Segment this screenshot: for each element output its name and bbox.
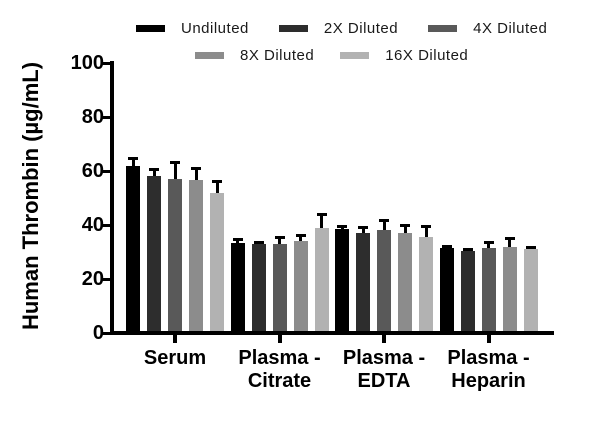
x-category-label: Serum bbox=[143, 347, 207, 369]
legend-label: 2X Diluted bbox=[323, 20, 399, 37]
legend-item: 4X Diluted bbox=[428, 20, 547, 37]
bar-2x-diluted bbox=[147, 176, 161, 335]
bar-8x-diluted bbox=[502, 246, 517, 335]
legend-row-2: 8X Diluted 16X Diluted bbox=[195, 47, 468, 64]
legend-item: 8X Diluted bbox=[195, 47, 314, 64]
y-axis-tick bbox=[101, 61, 111, 65]
legend-swatch-icon bbox=[278, 25, 308, 32]
error-bar-cap bbox=[253, 241, 264, 245]
error-bar-cap bbox=[337, 224, 347, 228]
error-bar-cap bbox=[232, 238, 243, 242]
error-bar-line bbox=[131, 158, 135, 166]
error-bar-cap bbox=[421, 224, 431, 228]
x-category-label: Plasma - Heparin bbox=[447, 347, 530, 392]
x-axis-tick bbox=[382, 335, 386, 343]
error-bar-line bbox=[194, 168, 198, 181]
error-bar-cap bbox=[149, 168, 159, 172]
x-axis-tick bbox=[486, 335, 491, 343]
error-bar-line bbox=[320, 214, 323, 228]
legend-label: 8X Diluted bbox=[240, 47, 315, 64]
error-bar-line bbox=[299, 235, 302, 242]
y-axis-title: Human Thrombin (µg/mL) bbox=[18, 61, 43, 331]
legend-label: 16X Diluted bbox=[385, 47, 469, 64]
y-tick-label: 20 bbox=[81, 268, 104, 290]
error-bar-cap bbox=[504, 237, 515, 240]
legend-item: Undiluted bbox=[136, 20, 249, 37]
error-bar-cap bbox=[483, 241, 494, 245]
bar-8x-diluted bbox=[293, 241, 308, 335]
bar-undiluted bbox=[230, 242, 245, 335]
y-tick-label: 40 bbox=[81, 214, 104, 236]
error-bar-line bbox=[152, 169, 156, 177]
error-bar-line bbox=[487, 242, 490, 248]
error-bar-cap bbox=[316, 212, 327, 216]
y-axis-tick bbox=[101, 223, 111, 227]
error-bar-line bbox=[508, 238, 511, 247]
y-axis-tick bbox=[101, 331, 111, 335]
legend-label: Undiluted bbox=[181, 20, 249, 37]
x-axis-tick bbox=[173, 335, 177, 343]
y-tick-label: 80 bbox=[81, 106, 104, 128]
bar-undiluted bbox=[126, 165, 140, 335]
bar-2x-diluted bbox=[356, 233, 370, 335]
bar-16x-diluted bbox=[419, 237, 433, 335]
error-bar-cap bbox=[128, 157, 138, 161]
bar-2x-diluted bbox=[460, 250, 475, 335]
y-tick-label: 100 bbox=[70, 52, 104, 74]
y-tick-label: 0 bbox=[92, 322, 104, 344]
bar-undiluted bbox=[439, 247, 454, 335]
y-axis-tick bbox=[101, 277, 111, 281]
legend-swatch-icon bbox=[136, 25, 165, 32]
error-bar-cap bbox=[212, 180, 222, 184]
bar-16x-diluted bbox=[210, 192, 224, 335]
bar-4x-diluted bbox=[377, 230, 391, 335]
legend-swatch-icon bbox=[195, 52, 224, 59]
error-bar-cap bbox=[274, 235, 285, 239]
bar-8x-diluted bbox=[189, 180, 203, 335]
bar-16x-diluted bbox=[314, 227, 329, 335]
x-category-label: Plasma - EDTA bbox=[342, 347, 426, 392]
error-bar-cap bbox=[358, 226, 368, 230]
x-axis-tick bbox=[277, 335, 282, 343]
error-bar-cap bbox=[191, 166, 201, 170]
y-axis-line bbox=[110, 61, 114, 335]
legend-swatch-icon bbox=[340, 52, 370, 59]
bar-2x-diluted bbox=[251, 243, 266, 335]
y-tick-label: 60 bbox=[81, 160, 104, 182]
error-bar-line bbox=[424, 226, 428, 238]
legend-item: 2X Diluted bbox=[278, 20, 399, 37]
y-axis-tick bbox=[101, 169, 111, 173]
x-axis-line bbox=[110, 331, 554, 335]
error-bar-cap bbox=[295, 234, 306, 238]
legend-swatch-icon bbox=[428, 25, 458, 32]
y-axis-tick bbox=[101, 115, 111, 119]
error-bar-line bbox=[173, 162, 177, 180]
bar-4x-diluted bbox=[168, 179, 182, 335]
bar-4x-diluted bbox=[272, 243, 287, 335]
bar-4x-diluted bbox=[481, 247, 496, 335]
error-bar-cap bbox=[400, 223, 410, 227]
error-bar-cap bbox=[525, 246, 536, 250]
legend-row-1: Undiluted 2X Diluted 4X Diluted bbox=[136, 20, 547, 37]
error-bar-line bbox=[215, 181, 219, 193]
x-category-label: Plasma - Citrate bbox=[238, 347, 321, 392]
legend-label: 4X Diluted bbox=[473, 20, 548, 37]
error-bar-cap bbox=[462, 248, 473, 252]
bar-undiluted bbox=[335, 229, 349, 335]
error-bar-cap bbox=[379, 219, 389, 223]
error-bar-line bbox=[278, 237, 281, 244]
error-bar-line bbox=[361, 227, 365, 234]
error-bar-line bbox=[403, 225, 407, 234]
bar-8x-diluted bbox=[398, 233, 412, 335]
bar-16x-diluted bbox=[523, 249, 538, 335]
error-bar-cap bbox=[170, 161, 180, 165]
error-bar-line bbox=[382, 220, 386, 231]
error-bar-cap bbox=[441, 244, 452, 248]
legend-item: 16X Diluted bbox=[340, 47, 468, 64]
